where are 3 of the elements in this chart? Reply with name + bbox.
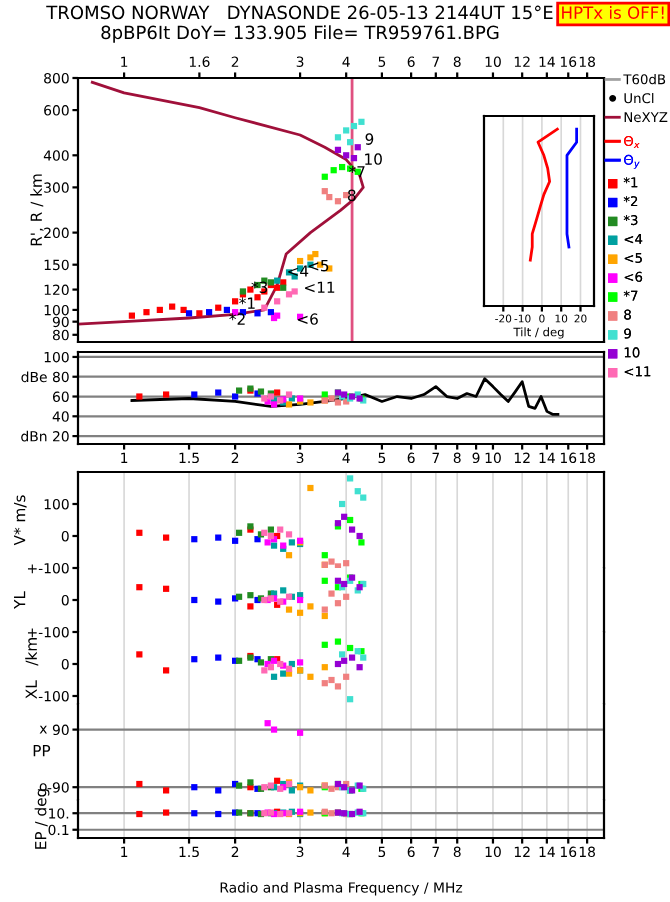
text: HPTx is OFF! bbox=[562, 6, 664, 19]
chart-title: TROMSO NORWAY DYNASONDE 26-05-13 2144UT 15°E bbox=[46, 5, 553, 20]
chart-subtitle: 8pBP6It DoY= 133.905 File= TR959761.BPG bbox=[101, 25, 499, 43]
